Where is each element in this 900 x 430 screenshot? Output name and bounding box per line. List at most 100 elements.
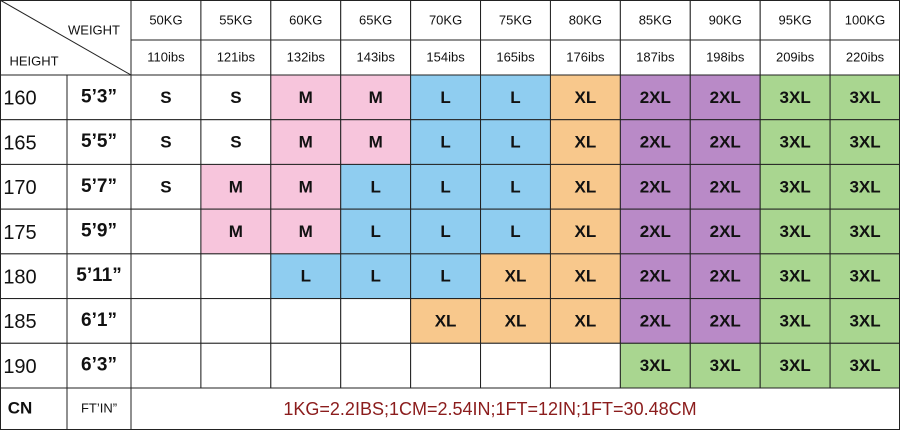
cell xyxy=(619,74,691,121)
size: L xyxy=(301,267,311,286)
size: L xyxy=(440,88,450,107)
cell xyxy=(200,208,272,255)
weight-lbs: 165ibs xyxy=(496,49,535,64)
height-label: HEIGHT xyxy=(9,53,58,68)
cell xyxy=(340,253,412,300)
size: 2XL xyxy=(710,88,741,107)
cell xyxy=(200,253,272,300)
cell xyxy=(759,342,831,389)
cell xyxy=(130,208,202,255)
weight-lbs: 198ibs xyxy=(706,49,745,64)
cell xyxy=(66,119,132,165)
size: M xyxy=(299,222,313,241)
weight-lbs: 121ibs xyxy=(217,49,256,64)
size: 3XL xyxy=(849,222,880,241)
cell xyxy=(66,342,132,389)
cell xyxy=(130,163,202,210)
size: XL xyxy=(575,88,597,107)
size: M xyxy=(299,88,313,107)
size: 2XL xyxy=(640,311,671,330)
size: 2XL xyxy=(710,133,741,152)
cell xyxy=(340,342,412,389)
size: XL xyxy=(575,177,597,196)
size: 2XL xyxy=(640,267,671,286)
size: L xyxy=(440,177,450,196)
height-cm: 170 xyxy=(3,177,36,199)
cell xyxy=(66,163,132,210)
size: L xyxy=(510,177,520,196)
cell xyxy=(66,298,132,344)
cell xyxy=(549,0,621,41)
height-ft: 5’11” xyxy=(76,265,121,286)
cell xyxy=(549,163,621,210)
cell xyxy=(0,163,68,210)
cell xyxy=(549,253,621,300)
size: L xyxy=(440,133,450,152)
cell xyxy=(619,208,691,255)
cell xyxy=(480,253,551,300)
cell xyxy=(689,39,761,76)
cell xyxy=(549,208,621,255)
corner-diagonal xyxy=(0,0,132,76)
size: L xyxy=(370,267,380,286)
size: 3XL xyxy=(849,88,880,107)
cell xyxy=(340,208,412,255)
size: S xyxy=(230,133,241,152)
cell xyxy=(410,298,482,344)
weight-kg: 100KG xyxy=(845,12,885,27)
cell xyxy=(200,163,272,210)
cell xyxy=(619,298,691,344)
cell xyxy=(130,119,202,165)
footer-ftin: FT’IN” xyxy=(81,400,117,415)
cell xyxy=(480,342,551,389)
size: S xyxy=(160,177,171,196)
weight-lbs: 176ibs xyxy=(566,49,605,64)
cell xyxy=(130,342,202,389)
cell xyxy=(689,298,761,344)
size: 3XL xyxy=(710,356,741,375)
weight-kg: 50KG xyxy=(149,12,182,27)
size: L xyxy=(370,177,380,196)
size: 3XL xyxy=(849,133,880,152)
cell xyxy=(270,253,342,300)
size: L xyxy=(370,222,380,241)
size: 2XL xyxy=(640,88,671,107)
cell xyxy=(0,342,68,389)
cell xyxy=(410,39,482,76)
cell xyxy=(549,39,621,76)
cell xyxy=(829,0,900,41)
cell xyxy=(410,208,482,255)
size: 3XL xyxy=(849,356,880,375)
cell xyxy=(270,342,342,389)
cell xyxy=(410,342,482,389)
height-cm: 165 xyxy=(3,132,36,154)
cell xyxy=(689,74,761,121)
size: XL xyxy=(575,267,597,286)
size: L xyxy=(510,88,520,107)
cell xyxy=(66,74,132,121)
cell xyxy=(66,387,132,430)
size: 3XL xyxy=(780,222,811,241)
cell xyxy=(689,253,761,300)
size: XL xyxy=(505,311,527,330)
size: 3XL xyxy=(780,133,811,152)
size: XL xyxy=(575,133,597,152)
size: 3XL xyxy=(849,311,880,330)
cell xyxy=(200,298,272,344)
cell xyxy=(66,253,132,300)
size: L xyxy=(510,222,520,241)
size: L xyxy=(440,267,450,286)
cell xyxy=(829,253,900,300)
cell xyxy=(549,342,621,389)
size: 3XL xyxy=(780,267,811,286)
cell xyxy=(759,0,831,41)
size: L xyxy=(440,222,450,241)
cell xyxy=(340,163,412,210)
height-cm: 185 xyxy=(3,311,36,333)
size: M xyxy=(299,133,313,152)
size: 2XL xyxy=(640,133,671,152)
size: L xyxy=(510,133,520,152)
cell xyxy=(480,74,551,121)
weight-lbs: 154ibs xyxy=(426,49,465,64)
